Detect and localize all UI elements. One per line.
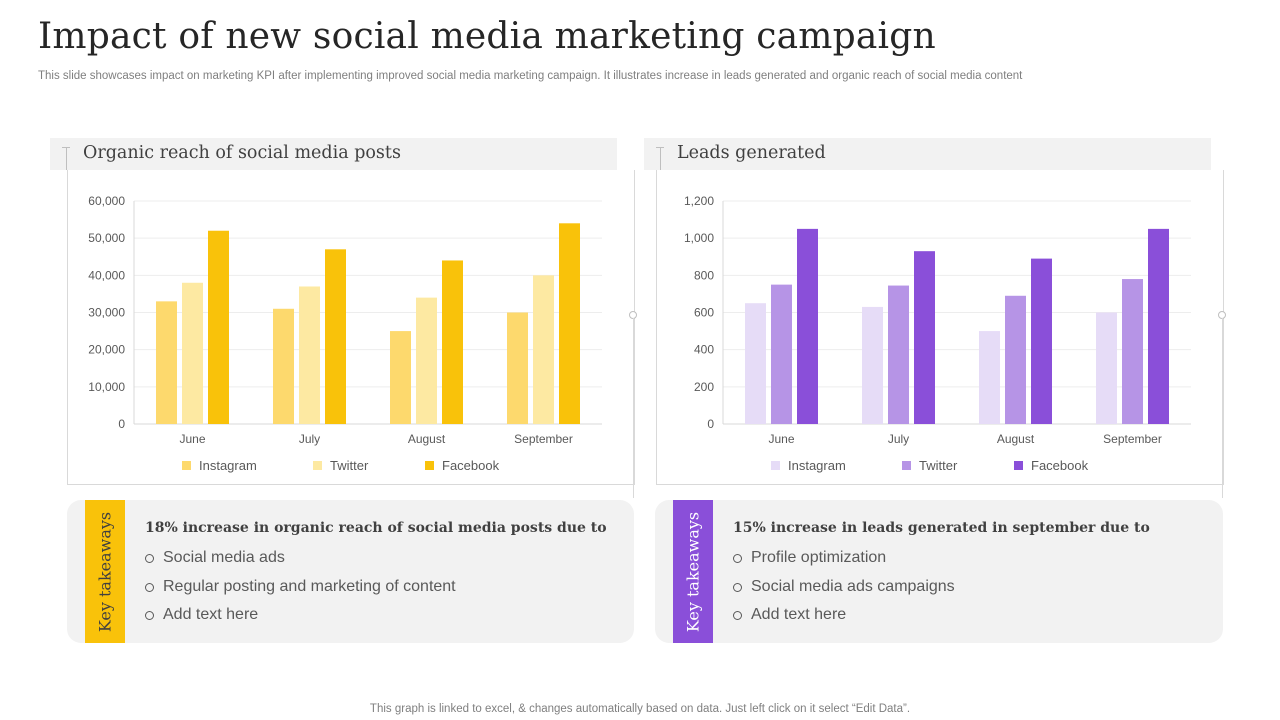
- y-tick-label: 20,000: [88, 343, 125, 357]
- x-tick-label: June: [768, 432, 794, 446]
- bar-instagram-july: [862, 306, 883, 424]
- y-tick-label: 1,000: [684, 231, 714, 245]
- y-tick-label: 600: [694, 306, 714, 320]
- bar-instagram-june: [156, 301, 177, 424]
- bar-instagram-july: [273, 308, 294, 424]
- bar-instagram-september: [1096, 312, 1117, 424]
- bar-facebook-september: [559, 223, 580, 424]
- list-item: Social media ads campaigns: [733, 577, 955, 606]
- bar-facebook-july: [325, 249, 346, 424]
- list-item: Profile optimization: [733, 548, 955, 577]
- x-tick-label: September: [514, 432, 573, 446]
- key-takeaways-tab: Key takeaways: [85, 500, 125, 643]
- legend-label: Facebook: [1031, 458, 1089, 473]
- y-tick-label: 1,200: [684, 194, 714, 208]
- connector-line: [633, 318, 634, 498]
- key-takeaways-label: Key takeaways: [95, 511, 115, 632]
- list-item: Add text here: [145, 605, 456, 634]
- legend-swatch: [425, 461, 434, 470]
- legend-swatch: [313, 461, 322, 470]
- takeaway-list: Social media ads Regular posting and mar…: [145, 548, 456, 634]
- legend-label: Facebook: [442, 458, 500, 473]
- legend-label: Instagram: [788, 458, 846, 473]
- header-tick-line: [66, 147, 67, 170]
- key-takeaways-tab: Key takeaways: [673, 500, 713, 643]
- bar-instagram-august: [390, 331, 411, 424]
- bar-twitter-july: [888, 285, 909, 424]
- x-tick-label: August: [408, 432, 446, 446]
- reach-bar-chart: 0 10,000 20,000 30,000 40,000 50,000 60,000 Jun…: [88, 194, 602, 473]
- y-tick-label: 50,000: [88, 231, 125, 245]
- legend-label: Instagram: [199, 458, 257, 473]
- x-tick-label: September: [1103, 432, 1162, 446]
- bar-twitter-august: [416, 297, 437, 424]
- y-tick-label: 40,000: [88, 268, 125, 282]
- y-tick-label: 800: [694, 268, 714, 282]
- x-tick-label: July: [299, 432, 320, 446]
- connector-line: [1222, 318, 1223, 498]
- x-tick-label: July: [888, 432, 909, 446]
- bar-twitter-september: [533, 275, 554, 424]
- bar-twitter-august: [1005, 295, 1026, 424]
- key-takeaways-label: Key takeaways: [683, 511, 703, 632]
- list-item: Add text here: [733, 605, 955, 634]
- y-tick-label: 0: [118, 417, 125, 431]
- bar-twitter-july: [299, 286, 320, 424]
- leads-chart-title: Leads generated: [677, 143, 826, 163]
- page-title: Impact of new social media marketing cam…: [38, 16, 936, 57]
- bullet-icon: [145, 611, 154, 620]
- bullet-icon: [733, 554, 742, 563]
- bar-twitter-june: [182, 282, 203, 424]
- page-subtitle: This slide showcases impact on marketing…: [38, 70, 1023, 82]
- legend-swatch: [902, 461, 911, 470]
- y-tick-label: 30,000: [88, 306, 125, 320]
- bar-instagram-august: [979, 331, 1000, 424]
- reach-chart-frame: [67, 170, 635, 485]
- y-tick-label: 60,000: [88, 194, 125, 208]
- bar-twitter-september: [1122, 279, 1143, 424]
- leads-bar-chart: 0 200 400 600 800 1,000 1,200 June July August Sep…: [684, 194, 1191, 473]
- x-tick-label: June: [179, 432, 205, 446]
- header-tick-line: [660, 147, 661, 170]
- bullet-icon: [145, 582, 154, 592]
- bar-instagram-june: [745, 303, 766, 424]
- legend-swatch: [1014, 461, 1023, 470]
- leads-takeaways-box: Key takeaways 15% increase in leads gene…: [655, 500, 1223, 643]
- y-tick-label: 0: [707, 417, 714, 431]
- bar-instagram-september: [507, 312, 528, 424]
- reach-chart-title: Organic reach of social media posts: [83, 143, 401, 163]
- takeaway-heading: 15% increase in leads generated in septe…: [733, 520, 1150, 536]
- y-tick-label: 10,000: [88, 380, 125, 394]
- list-item: Social media ads: [145, 548, 456, 577]
- legend-label: Twitter: [919, 458, 958, 473]
- bar-facebook-august: [442, 260, 463, 424]
- y-tick-label: 200: [694, 380, 714, 394]
- legend-swatch: [182, 461, 191, 470]
- bar-facebook-june: [208, 230, 229, 424]
- takeaway-list: Profile optimization Social media ads ca…: [733, 548, 955, 634]
- leads-chart-header: Leads generated: [644, 138, 1211, 170]
- bar-facebook-september: [1148, 228, 1169, 424]
- legend-swatch: [771, 461, 780, 470]
- bar-twitter-june: [771, 284, 792, 424]
- bar-facebook-june: [797, 228, 818, 424]
- bar-facebook-july: [914, 251, 935, 424]
- leads-chart-frame: [656, 170, 1224, 485]
- legend-label: Twitter: [330, 458, 369, 473]
- footer-note: This graph is linked to excel, & changes…: [369, 703, 911, 715]
- list-item: Regular posting and marketing of content: [145, 577, 456, 606]
- bullet-icon: [733, 611, 742, 620]
- reach-takeaways-box: Key takeaways 18% increase in organic re…: [67, 500, 634, 643]
- x-tick-label: August: [997, 432, 1035, 446]
- bar-facebook-august: [1031, 258, 1052, 424]
- takeaway-heading: 18% increase in organic reach of social …: [145, 520, 607, 536]
- y-tick-label: 400: [694, 343, 714, 357]
- bullet-icon: [145, 554, 154, 563]
- reach-chart-header: Organic reach of social media posts: [50, 138, 617, 170]
- bullet-icon: [733, 582, 742, 592]
